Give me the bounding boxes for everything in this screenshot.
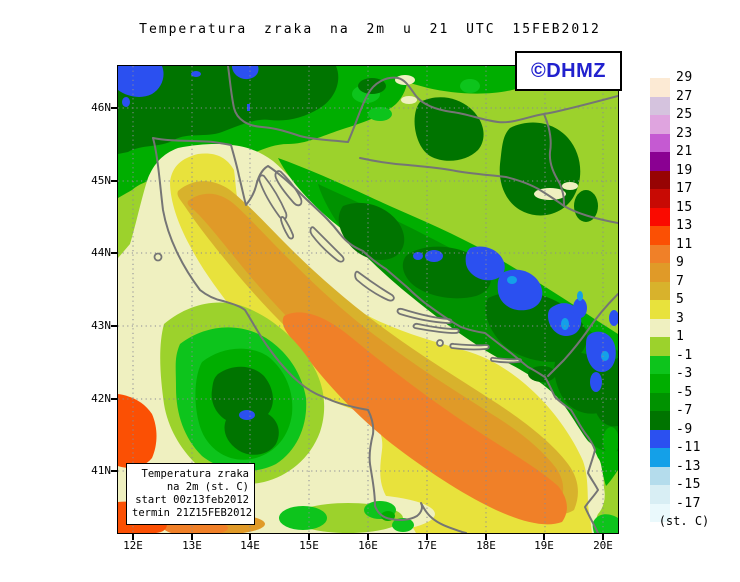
colorbar-swatch bbox=[650, 115, 670, 134]
colorbar-swatch bbox=[650, 244, 670, 263]
colorbar-label: -13 bbox=[676, 458, 701, 474]
lon-tick bbox=[602, 534, 604, 540]
colorbar-unit-label: (st. C) bbox=[658, 514, 710, 528]
lon-tick-label: 18E bbox=[476, 539, 496, 552]
colorbar-swatch bbox=[650, 392, 670, 411]
colorbar-label: -1 bbox=[676, 347, 693, 363]
colorbar-swatch bbox=[650, 355, 670, 374]
map-frame bbox=[117, 65, 619, 534]
dhmz-watermark-label: ©DHMZ bbox=[531, 59, 606, 82]
colorbar-swatch bbox=[650, 226, 670, 245]
info-box-line: Temperatura zraka bbox=[141, 468, 249, 480]
lat-tick-label: 46N bbox=[91, 101, 111, 114]
colorbar-label: 7 bbox=[676, 273, 685, 289]
lon-tick-label: 13E bbox=[182, 539, 202, 552]
colorbar-label: 23 bbox=[676, 125, 693, 141]
colorbar-label: -7 bbox=[676, 403, 693, 418]
colorbar-swatch bbox=[650, 485, 670, 504]
colorbar-label: 29 bbox=[676, 70, 693, 85]
colorbar-label: 3 bbox=[676, 310, 685, 326]
colorbar-swatch bbox=[650, 337, 670, 356]
lon-tick bbox=[543, 534, 545, 540]
colorbar-label: -17 bbox=[676, 495, 701, 511]
lat-tick-label: 44N bbox=[91, 246, 111, 259]
colorbar-swatch bbox=[650, 374, 670, 393]
colorbar-swatch bbox=[650, 189, 670, 208]
lat-tick bbox=[111, 180, 117, 182]
colorbar-swatch bbox=[650, 318, 670, 337]
colorbar-label: -9 bbox=[676, 421, 693, 437]
colorbar-label: 5 bbox=[676, 292, 685, 307]
lon-tick-label: 19E bbox=[534, 539, 554, 552]
colorbar-swatch bbox=[650, 78, 670, 97]
info-box-line: na 2m (st. C) bbox=[166, 481, 249, 493]
lon-tick bbox=[191, 534, 193, 540]
colorbar-label: 9 bbox=[676, 255, 685, 270]
colorbar-label: 13 bbox=[676, 218, 693, 233]
lat-tick-label: 45N bbox=[91, 174, 111, 187]
colorbar: 29 27 25 23 21 19 17 15 13 11 9 7 5 3 1 -1 -3 -5 -7 -9 -11 -1… bbox=[650, 70, 740, 528]
colorbar-swatch bbox=[650, 263, 670, 282]
colorbar-swatch bbox=[650, 281, 670, 300]
info-box-line: termin 21Z15FEB2012 bbox=[132, 507, 253, 519]
colorbar-swatch bbox=[650, 96, 670, 115]
map-canvas bbox=[118, 66, 618, 533]
colorbar-label: -11 bbox=[676, 440, 701, 455]
colorbar-label: -5 bbox=[676, 384, 693, 400]
colorbar-label: 1 bbox=[676, 329, 685, 344]
colorbar-label: -3 bbox=[676, 366, 693, 381]
colorbar-swatch bbox=[650, 133, 670, 152]
dhmz-watermark: ©DHMZ bbox=[515, 51, 622, 91]
lon-tick-label: 16E bbox=[358, 539, 378, 552]
lat-tick-label: 41N bbox=[91, 464, 111, 477]
lat-tick bbox=[111, 107, 117, 109]
lon-tick bbox=[308, 534, 310, 540]
colorbar-swatch bbox=[650, 466, 670, 485]
colorbar-swatch bbox=[650, 300, 670, 319]
lon-tick-label: 17E bbox=[417, 539, 437, 552]
lat-tick bbox=[111, 325, 117, 327]
lat-tick-label: 42N bbox=[91, 392, 111, 405]
lon-tick-label: 12E bbox=[123, 539, 143, 552]
colorbar-label: 27 bbox=[676, 88, 693, 104]
colorbar-label: -15 bbox=[676, 477, 701, 492]
colorbar-swatch bbox=[650, 152, 670, 171]
info-box: Temperatura zraka na 2m (st. C) start 00… bbox=[126, 463, 255, 525]
lon-tick bbox=[132, 534, 134, 540]
colorbar-swatch bbox=[650, 448, 670, 467]
lon-tick bbox=[249, 534, 251, 540]
lat-tick bbox=[111, 398, 117, 400]
page-title: Temperatura zraka na 2m u 21 UTC 15FEB20… bbox=[139, 22, 601, 37]
colorbar-swatch bbox=[650, 207, 670, 226]
colorbar-label: 15 bbox=[676, 199, 693, 215]
colorbar-label: 17 bbox=[676, 181, 693, 196]
info-box-line: start 00z13feb2012 bbox=[135, 494, 249, 506]
lon-tick-label: 14E bbox=[240, 539, 260, 552]
colorbar-label: 19 bbox=[676, 162, 693, 178]
colorbar-label: 21 bbox=[676, 144, 693, 159]
lat-tick bbox=[111, 252, 117, 254]
colorbar-label: 11 bbox=[676, 236, 693, 252]
colorbar-swatch bbox=[650, 429, 670, 448]
colorbar-swatch bbox=[650, 503, 670, 522]
colorbar-swatch bbox=[650, 170, 670, 189]
lon-tick bbox=[485, 534, 487, 540]
lon-tick-label: 15E bbox=[299, 539, 319, 552]
lon-tick-label: 20E bbox=[593, 539, 613, 552]
lat-tick bbox=[111, 470, 117, 472]
lat-tick-label: 43N bbox=[91, 319, 111, 332]
colorbar-label: 25 bbox=[676, 107, 693, 122]
colorbar-swatch bbox=[650, 411, 670, 430]
lon-tick bbox=[426, 534, 428, 540]
lon-tick bbox=[367, 534, 369, 540]
